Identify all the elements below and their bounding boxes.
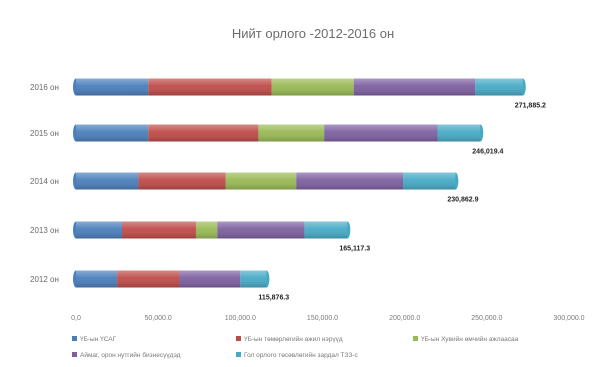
legend-label: Гол орлого төсөвлөгийн зардал ТЗЗ-с <box>244 351 358 359</box>
legend-swatch <box>413 336 418 341</box>
legend-label: Аймаг, орон нутгийн бизнесүүдэд <box>80 351 181 359</box>
total-label: 115,876.3 <box>258 295 289 302</box>
total-label: 230,862.9 <box>447 197 478 204</box>
x-tick-label: 300,000.0 <box>553 315 584 322</box>
category-label: 2014 он <box>30 177 59 186</box>
bar-shine <box>76 172 456 190</box>
x-tick-label: 50,000.0 <box>145 315 172 322</box>
x-tick-label: 150,000.0 <box>307 315 338 322</box>
category-label: 2015 он <box>30 129 59 138</box>
total-label: 271,885.2 <box>515 103 546 110</box>
x-tick-label: 100,000.0 <box>225 315 256 322</box>
category-label: 2013 он <box>30 226 59 235</box>
category-labels: 2016 он 2015 он 2014 он 2013 он 2012 он <box>30 83 59 284</box>
bar-shine <box>76 78 523 96</box>
bar-row <box>73 124 484 142</box>
category-label: 2016 он <box>30 83 59 92</box>
legend-swatch <box>236 336 241 341</box>
legend-swatch <box>72 352 77 357</box>
x-tick-label: 0,0 <box>71 315 81 322</box>
total-labels: 271,885.2 246,019.4 230,862.9 165,117.3 115,… <box>258 103 546 302</box>
bar-row <box>73 270 270 288</box>
bar-shine <box>76 124 481 142</box>
bar-shine <box>76 221 348 239</box>
total-label: 165,117.3 <box>339 246 370 253</box>
x-tick-label: 250,000.0 <box>471 315 502 322</box>
x-tick-label: 200,000.0 <box>389 315 420 322</box>
bar-row <box>73 172 459 190</box>
category-label: 2012 он <box>30 275 59 284</box>
bar-row <box>73 78 526 96</box>
legend-swatch <box>72 336 77 341</box>
bar-row <box>73 221 351 239</box>
legend-swatch <box>236 352 241 357</box>
bar-shine <box>76 270 267 288</box>
legend-label: ҮБ-ын ҮСАГ <box>80 336 117 343</box>
legend-label: ҮБ-ын Хувийн өмчийн ажлаасаа <box>421 335 519 343</box>
legend-label: ҮБ-ын төмөрлөгийн ажил нэрүүд <box>244 335 343 343</box>
chart-title: Нийт орлого -2012-2016 он <box>232 26 394 41</box>
x-axis-ticks: 0,0 50,000.0 100,000.0 150,000.0 200,000.0 25… <box>71 315 585 322</box>
legend: ҮБ-ын ҮСАГ ҮБ-ын төмөрлөгийн ажил нэрүүд Ү… <box>72 335 519 359</box>
bars-layer <box>73 78 526 288</box>
total-label: 246,019.4 <box>472 149 503 156</box>
